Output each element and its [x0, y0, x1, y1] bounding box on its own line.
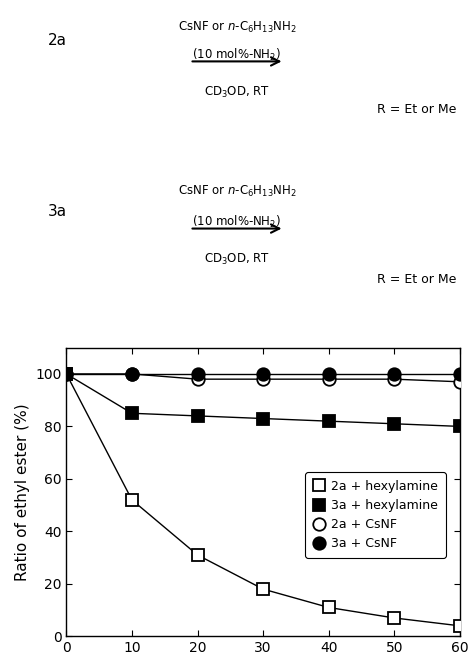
- FancyBboxPatch shape: [0, 0, 474, 167]
- Text: CD$_3$OD, RT: CD$_3$OD, RT: [204, 252, 270, 267]
- Text: CsNF or $n$-C$_6$H$_{13}$NH$_2$: CsNF or $n$-C$_6$H$_{13}$NH$_2$: [178, 184, 296, 199]
- Legend: 2a + hexylamine, 3a + hexylamine, 2a + CsNF, 3a + CsNF: 2a + hexylamine, 3a + hexylamine, 2a + C…: [305, 472, 446, 558]
- Text: (10 mol%-NH$_2$): (10 mol%-NH$_2$): [192, 214, 282, 230]
- Text: CD$_3$OD, RT: CD$_3$OD, RT: [204, 85, 270, 100]
- Text: 3a: 3a: [47, 204, 66, 219]
- Text: R = Et or Me: R = Et or Me: [377, 273, 457, 286]
- Text: (10 mol%-NH$_2$): (10 mol%-NH$_2$): [192, 47, 282, 62]
- Text: R = Et or Me: R = Et or Me: [377, 102, 457, 115]
- Y-axis label: Ratio of ethyl ester (%): Ratio of ethyl ester (%): [15, 403, 29, 581]
- Text: CsNF or $n$-C$_6$H$_{13}$NH$_2$: CsNF or $n$-C$_6$H$_{13}$NH$_2$: [178, 20, 296, 35]
- Text: 2a: 2a: [47, 33, 66, 49]
